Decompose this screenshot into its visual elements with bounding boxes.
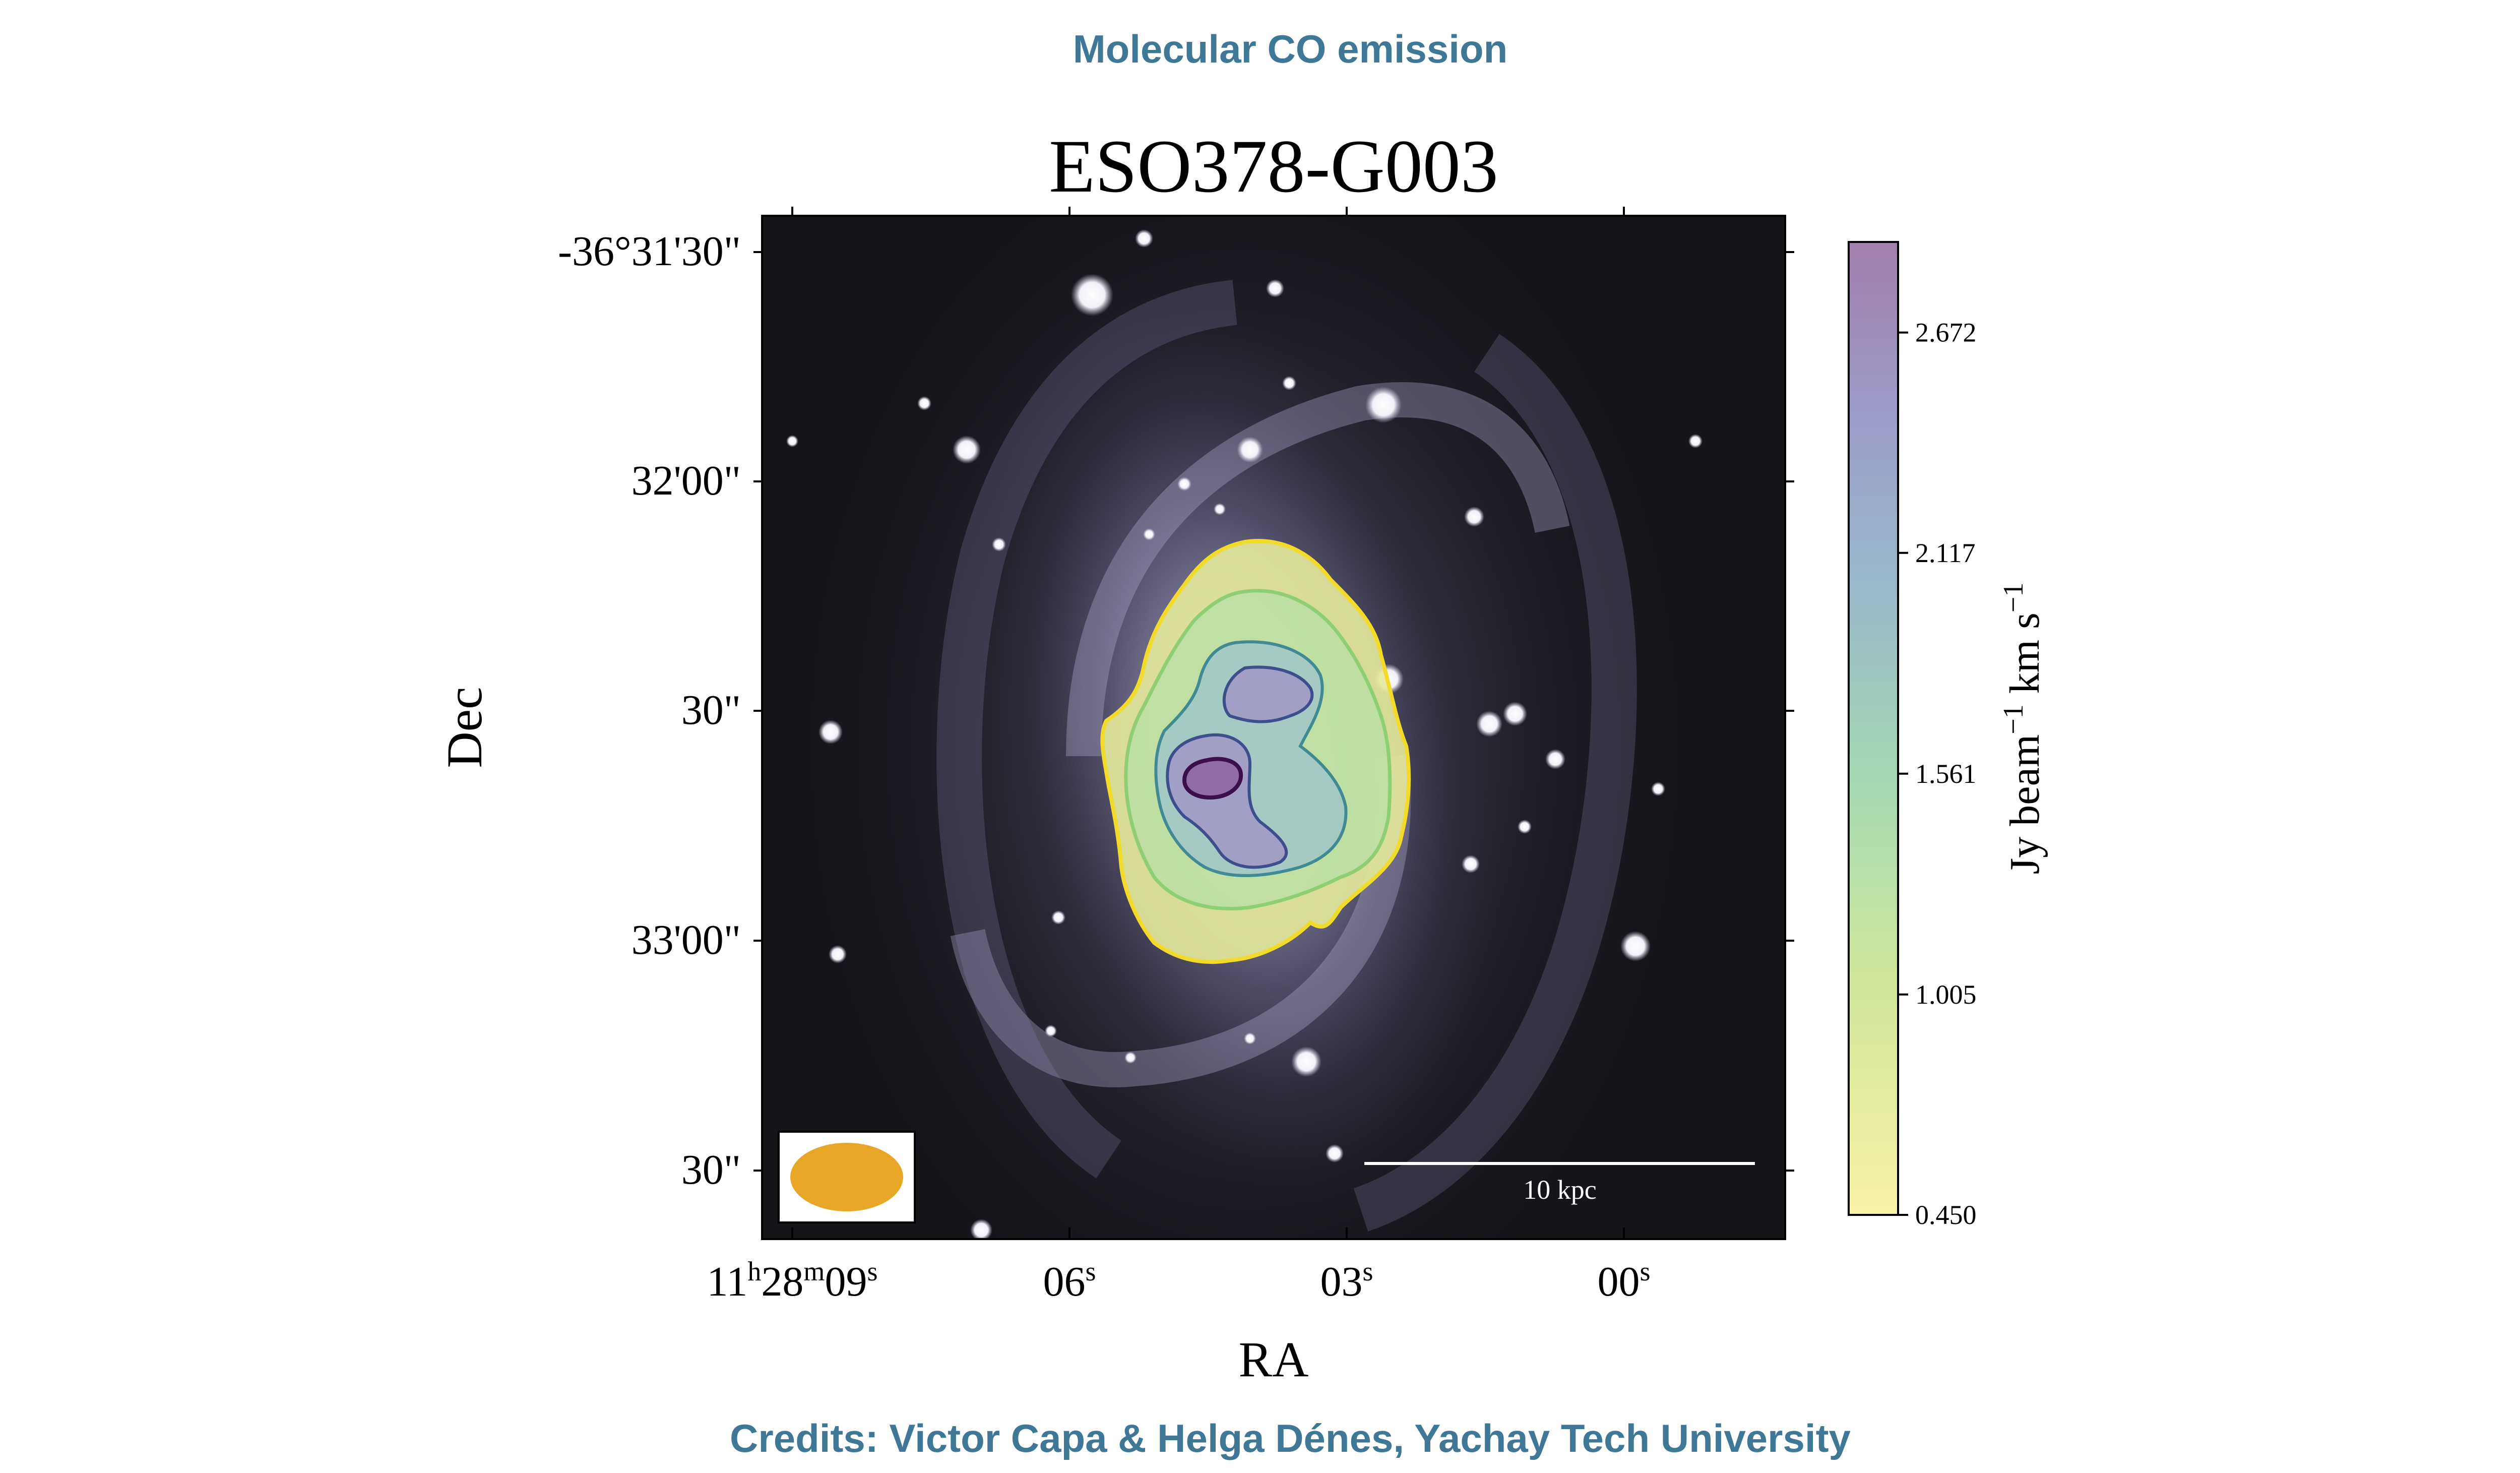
star [992,537,1006,551]
x-tick-label: 06s [1043,1256,1096,1305]
star [1620,931,1651,961]
star [970,1219,992,1239]
y-tick-labels: -36°31'30" 32'00" 30" 33'00" 30" [558,228,741,1193]
optical-image: 10 kpc [762,216,1785,1239]
star [1237,437,1263,463]
colorbar-gradient [1849,242,1898,1215]
star [1177,477,1191,491]
x-tick-label: 03s [1320,1256,1373,1305]
colorbar: 0.450 1.005 1.561 2.117 2.672 Jy beam−1 km s… [1848,241,2048,1230]
colorbar-ticks: 0.450 1.005 1.561 2.117 2.672 [1898,318,1977,1230]
star [1651,782,1665,796]
contour-fill-level-5 [1182,757,1243,800]
colorbar-label: Jy beam−1 km s−1 [1998,583,2048,875]
chart-title: ESO378-G003 [1049,125,1498,208]
beam-ellipse [790,1143,903,1211]
colorbar-tick-label: 2.672 [1915,318,1977,348]
y-axis-label: Dec [436,687,492,768]
star [829,945,847,963]
star [1476,711,1502,737]
spiral-arm-outer-west [1353,334,1637,1232]
star [1503,702,1527,726]
star [1518,820,1532,834]
spiral-arm-south [950,754,1411,1087]
star [1045,1025,1057,1037]
star [1291,1047,1321,1077]
credits-footer: Credits: Victor Capa & Helga Dénes, Yach… [730,1416,1851,1460]
colorbar-tick-label: 1.561 [1915,759,1977,789]
axis-tick-marks [753,207,1794,1239]
star [1688,434,1703,448]
colorbar-frame [1848,241,1899,1216]
star [1266,279,1284,297]
star [1545,749,1565,769]
colorbar-tick-label: 0.450 [1915,1200,1977,1230]
star [917,396,931,410]
colorbar-tick-label: 2.117 [1915,538,1976,568]
x-tick-label: 11h28m09s [707,1256,878,1305]
star [1365,387,1402,423]
y-tick-label: -36°31'30" [558,228,741,275]
star [1051,910,1065,925]
spiral-arm-north [1066,382,1570,757]
field-stars [786,229,1703,1239]
star [1071,274,1113,316]
y-tick-label: 33'00" [632,916,741,963]
y-tick-label: 30" [681,1146,741,1193]
star [818,720,843,744]
star [1244,1032,1256,1045]
star [953,436,981,464]
star [1135,229,1153,248]
x-tick-labels: 11h28m09s 06s 03s 00s [707,1256,1651,1305]
x-tick-label: 00s [1597,1256,1650,1305]
co-emission-map [1100,539,1411,964]
star [1326,1144,1344,1162]
spiral-arm-outer-east [936,280,1237,1179]
x-axis-label: RA [1239,1331,1309,1387]
y-tick-label: 32'00" [632,457,741,504]
header-banner: Molecular CO emission [1073,27,1508,71]
colorbar-tick-label: 1.005 [1915,979,1977,1010]
star [1143,528,1155,540]
y-tick-label: 30" [681,687,741,733]
star [1464,507,1484,527]
image-frame [761,215,1786,1240]
star [1214,503,1226,515]
star [1124,1052,1137,1064]
star [786,435,798,447]
star [1282,376,1296,390]
scale-bar-label: 10 kpc [1523,1175,1596,1205]
star [1462,855,1480,873]
